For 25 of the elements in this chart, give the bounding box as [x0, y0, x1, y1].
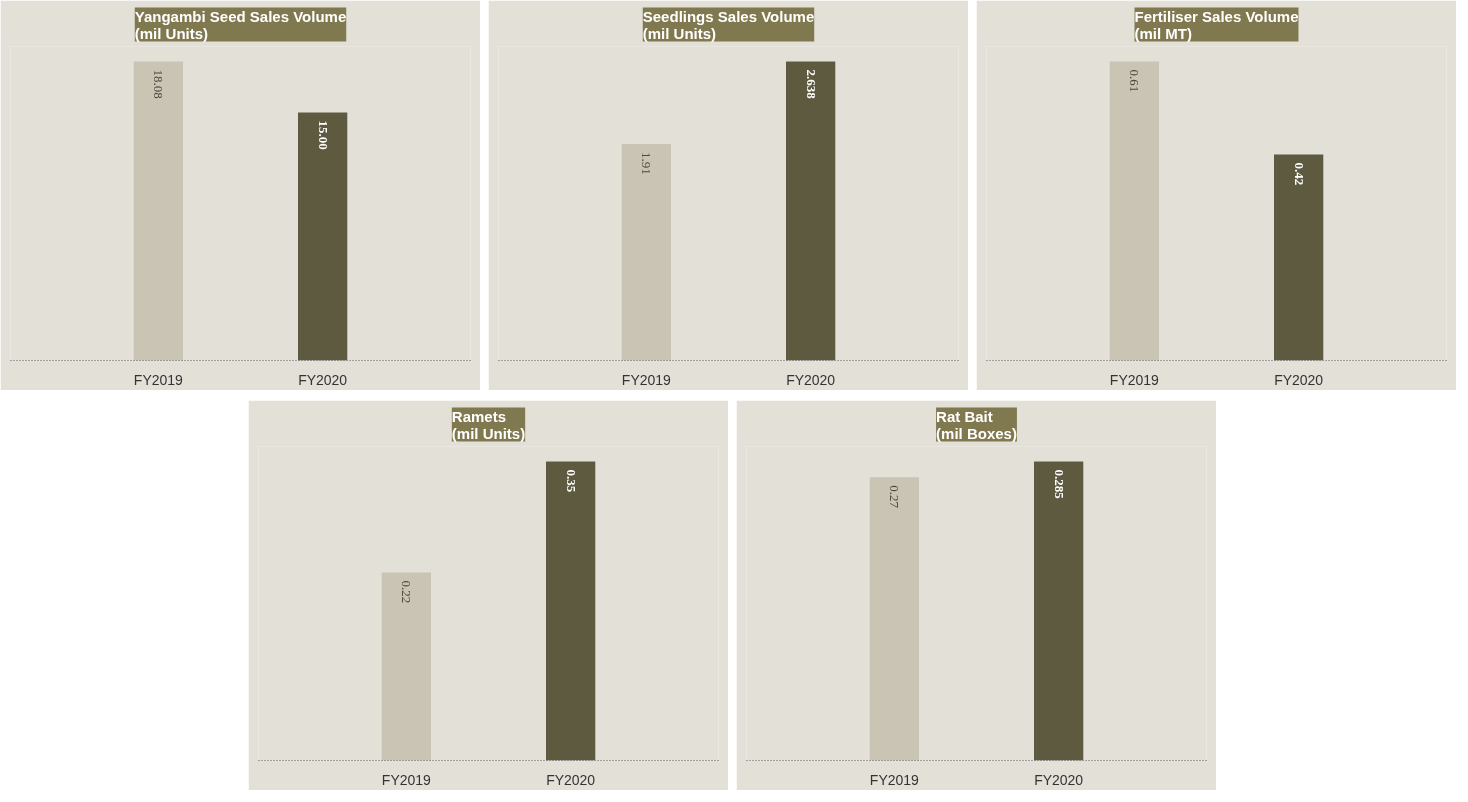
data-label: 0.35 [563, 469, 579, 493]
chart-title: Yangambi Seed Sales Volume (mil Units) [134, 7, 347, 42]
x-tick-label: FY2020 [1034, 771, 1084, 788]
data-label: 0.27 [887, 485, 903, 509]
chart-title: Rat Bait (mil Boxes) [936, 407, 1017, 442]
data-label: 1.91 [639, 151, 655, 175]
x-tick-label: FY2019 [381, 771, 432, 788]
data-label: 0.61 [1127, 69, 1143, 93]
data-label: 18.08 [151, 69, 167, 99]
data-label: 0.22 [399, 580, 415, 604]
data-label: 2.638 [803, 69, 819, 100]
x-tick-label: FY2020 [298, 371, 348, 388]
x-tick-label: FY2019 [133, 371, 184, 388]
chart-title: Fertiliser Sales Volume (mil MT) [1134, 7, 1299, 42]
x-tick-label: FY2020 [546, 771, 596, 788]
chart-title: Seedlings Sales Volume (mil Units) [642, 7, 815, 42]
x-tick-label: FY2019 [1109, 371, 1160, 388]
x-tick-label: FY2020 [1274, 371, 1324, 388]
data-label: 0.42 [1291, 162, 1307, 186]
data-label: 15.00 [315, 120, 331, 150]
x-tick-label: FY2020 [786, 371, 836, 388]
chart-title: Ramets (mil Units) [451, 407, 526, 442]
x-tick-label: FY2019 [621, 371, 672, 388]
x-tick-label: FY2019 [869, 771, 920, 788]
data-label: 0.285 [1051, 469, 1067, 500]
